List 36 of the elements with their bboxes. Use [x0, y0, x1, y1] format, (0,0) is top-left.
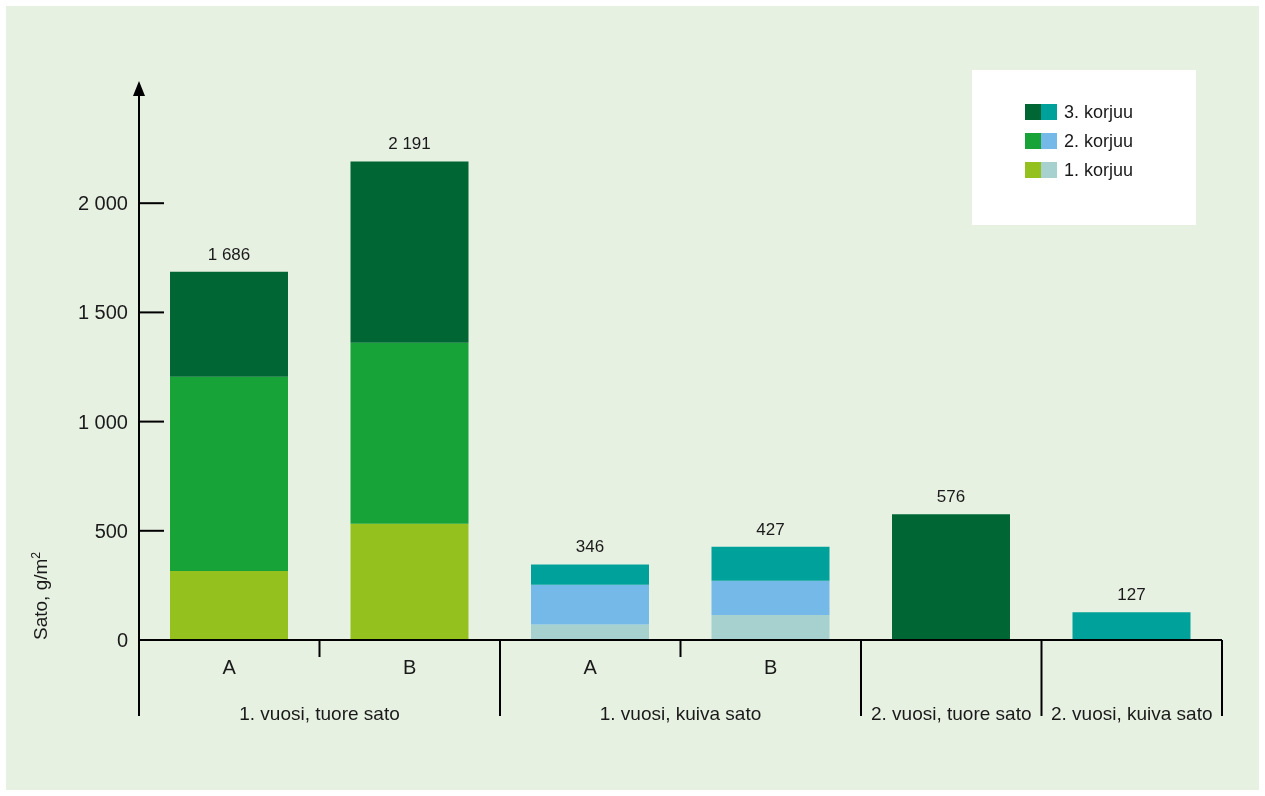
- bar: [531, 584, 649, 625]
- legend-label: 3. korjuu: [1064, 102, 1134, 122]
- y-tick-label: 0: [116, 629, 128, 651]
- x-tick-label: A: [222, 656, 237, 679]
- y-tick-label: 1 500: [77, 301, 128, 324]
- total-label: 1 686: [207, 244, 251, 264]
- x-tick-label: B: [403, 656, 417, 679]
- bar: [170, 376, 288, 571]
- total-label: 427: [756, 519, 785, 539]
- bar: [1072, 612, 1191, 640]
- text: 1. vuosi, kuiva sato: [599, 703, 762, 724]
- bar: [350, 161, 469, 343]
- x-tick-label: B: [764, 656, 778, 679]
- total-label: 127: [1117, 585, 1146, 605]
- legend-label: 1. korjuu: [1064, 160, 1134, 180]
- y-tick-label: 500: [94, 519, 128, 542]
- text: 2. vuosi, kuiva sato: [1050, 703, 1213, 724]
- y-tick-label: 2 000: [77, 192, 128, 215]
- y-tick-label: 1 000: [77, 410, 128, 433]
- bar: [711, 580, 830, 615]
- legend-label: 2. korjuu: [1064, 131, 1134, 151]
- bar: [170, 570, 288, 640]
- bar: [531, 624, 649, 640]
- bar: [531, 564, 649, 585]
- bar: [892, 514, 1010, 640]
- total-label: 576: [936, 487, 966, 507]
- bar: [711, 614, 830, 640]
- text: 1. vuosi, tuore sato: [239, 703, 400, 724]
- bar: [350, 523, 469, 640]
- total-label: 346: [575, 537, 605, 557]
- bar: [170, 271, 288, 377]
- total-label: 2 191: [388, 134, 431, 154]
- x-tick-label: A: [583, 656, 598, 679]
- text: 2. vuosi, tuore sato: [870, 703, 1032, 724]
- bar: [711, 546, 830, 581]
- bar: [350, 342, 469, 524]
